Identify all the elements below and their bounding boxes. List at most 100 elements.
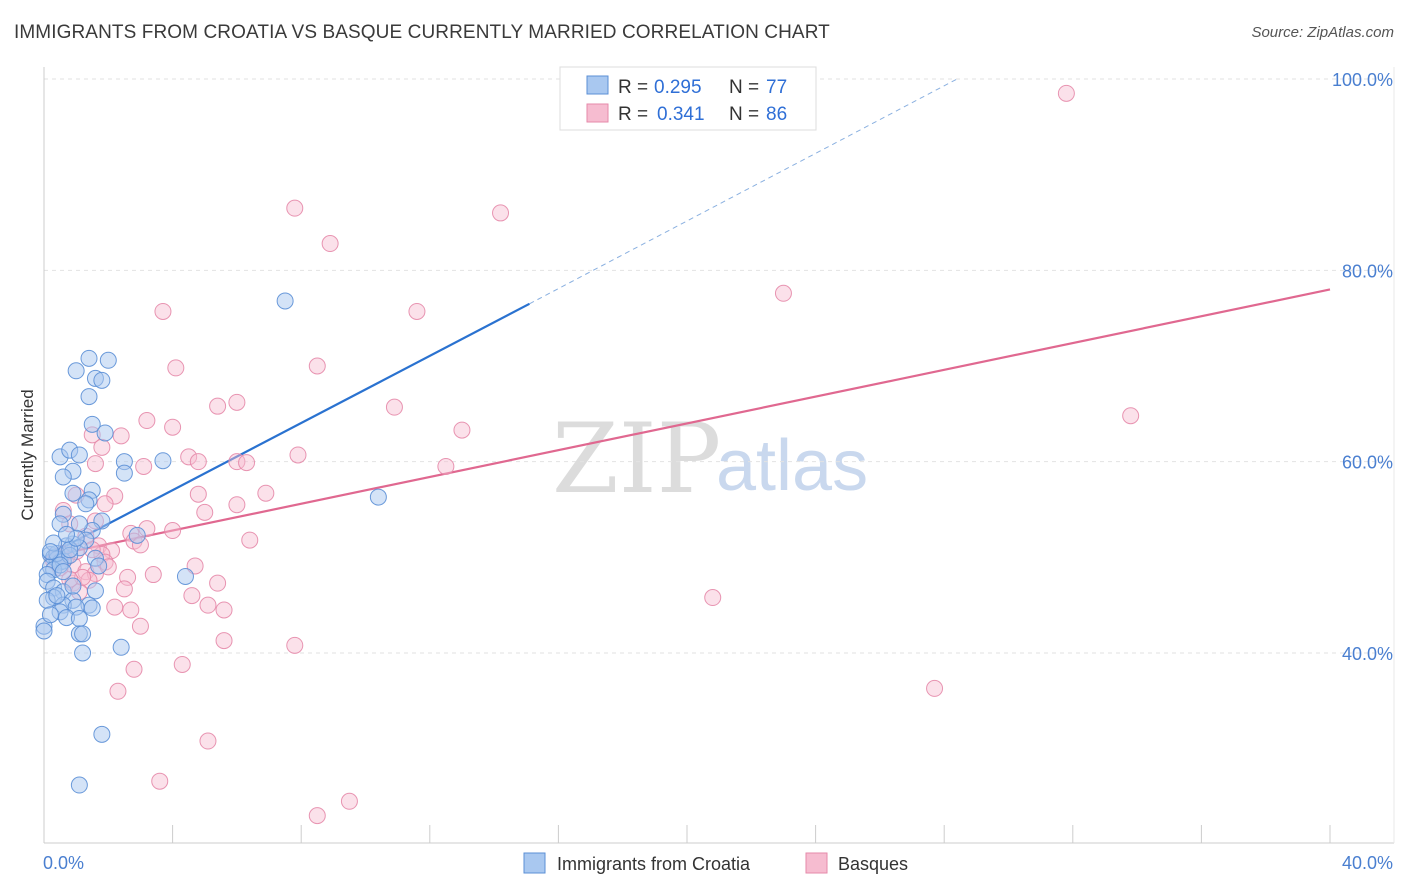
legend-swatch-basques [586,103,609,123]
legend-n-value-2: 86 [766,104,787,125]
y-tick-label-3: 100.0% [1332,70,1393,90]
point-basques-13 [138,412,156,430]
x-tick-label-0: 0.0% [43,853,84,873]
point-basques-12 [1122,407,1140,425]
point-croatia-3 [93,371,111,389]
point-basques-11 [385,398,403,416]
series-label-croatia: Immigrants from Croatia [557,854,751,874]
point-croatia-73 [54,563,72,581]
point-croatia-57 [176,567,194,585]
point-croatia-75 [83,599,101,617]
point-croatia-54 [74,644,92,662]
point-basques-54 [186,557,204,575]
point-croatia-12 [70,446,88,464]
point-basques-70 [308,807,326,825]
legend-r-label-2: R = [618,104,648,125]
point-croatia-65 [64,577,82,595]
point-basques-57 [199,596,217,614]
point-basques-6 [154,302,172,320]
point-basques-30 [257,484,275,502]
series-legend: Immigrants from Croatia Basques [523,852,908,874]
point-croatia-58 [369,488,387,506]
point-basques-26 [437,457,455,475]
point-croatia-55 [112,638,130,656]
point-basques-22 [238,454,256,472]
point-croatia-76 [58,525,76,543]
point-basques-64 [173,655,191,673]
legend-n-label-1: N = [729,77,759,98]
point-basques-58 [215,601,233,619]
point-basques-19 [180,448,198,466]
trend-lines [43,78,1331,559]
point-croatia-59 [154,452,172,470]
y-tick-label-2: 80.0% [1342,261,1393,281]
point-basques-69 [340,792,358,810]
series-swatch-basques [805,852,828,874]
point-croatia-5 [276,292,294,310]
point-basques-51 [144,566,162,584]
point-basques-18 [93,438,111,456]
point-basques-67 [199,732,217,750]
point-croatia-7 [83,415,101,433]
legend-r-label-1: R = [618,77,648,98]
point-croatia-72 [77,495,95,513]
point-basques-7 [308,357,326,375]
series-swatch-croatia [523,852,546,874]
correlation-legend: R = 0.295 N = 77 R = 0.341 N = 86 [559,66,817,131]
point-basques-32 [228,496,246,514]
tick-labels: 40.0% 60.0% 80.0% 100.0% 0.0% 40.0% [43,70,1393,873]
point-croatia-68 [41,606,59,624]
point-croatia-24 [128,526,146,544]
legend-n-label-2: N = [729,104,759,125]
point-basques-56 [183,587,201,605]
x-tick-label-1: 40.0% [1342,853,1393,873]
point-basques-14 [164,418,182,436]
point-croatia-64 [70,515,88,533]
point-basques-0 [1057,84,1075,102]
watermark-zip: ZIP [552,403,721,515]
point-basques-33 [96,495,114,513]
point-basques-63 [286,636,304,654]
point-croatia-67 [70,776,88,794]
watermark-atlas: atlas [716,426,868,506]
point-croatia-36 [90,557,108,575]
point-basques-10 [209,397,227,415]
point-croatia-74 [41,543,59,561]
point-croatia-6 [80,388,98,406]
point-croatia-17 [64,484,82,502]
point-basques-66 [109,682,127,700]
point-basques-29 [189,485,207,503]
source-label: Source: ZipAtlas.com [1251,24,1394,41]
y-tick-label-0: 40.0% [1342,644,1393,664]
legend-r-value-2: 0.341 [657,104,705,125]
point-croatia-56 [86,582,104,600]
point-basques-36 [164,522,182,540]
point-basques-4 [774,284,792,302]
legend-r-value-1: 0.295 [654,77,702,98]
legend-n-value-1: 77 [766,77,787,98]
point-basques-60 [122,601,140,619]
point-croatia-8 [96,424,114,442]
point-croatia-53 [35,622,53,640]
point-basques-17 [453,421,471,439]
point-basques-8 [167,359,185,377]
point-basques-61 [131,617,149,635]
point-basques-23 [289,446,307,464]
point-croatia-1 [67,362,85,380]
point-croatia-4 [99,351,117,369]
point-basques-41 [241,531,259,549]
point-croatia-0 [80,349,98,367]
point-basques-3 [321,235,339,253]
point-croatia-66 [93,725,111,743]
point-croatia-52 [74,625,92,643]
gridlines [44,78,1394,654]
trend-line-croatia [43,302,530,559]
series-label-basques: Basques [838,854,908,874]
point-basques-31 [196,503,214,521]
point-basques-15 [112,427,130,445]
trend-line-basques [43,288,1331,559]
croatia-points [35,292,387,794]
point-basques-24 [135,457,153,475]
point-croatia-15 [54,468,72,486]
point-basques-20 [189,453,207,471]
